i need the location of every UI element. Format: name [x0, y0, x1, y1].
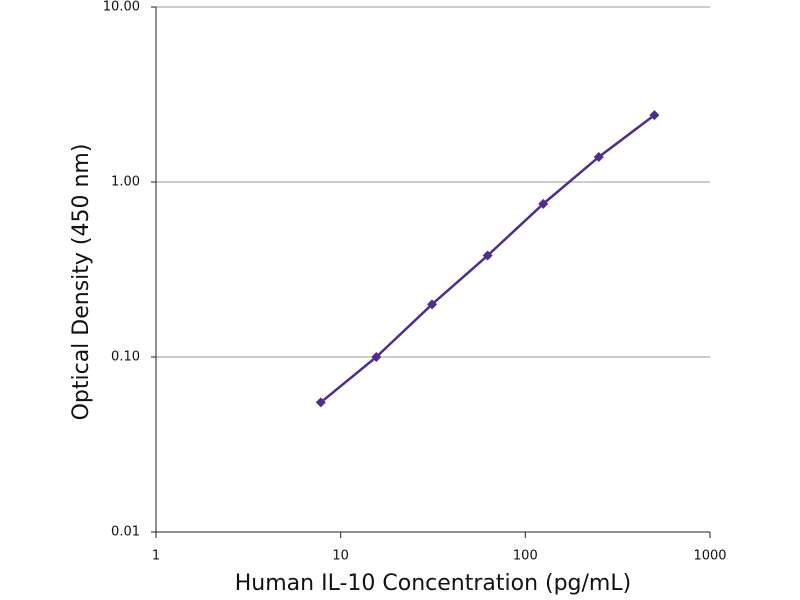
point	[593, 151, 604, 162]
point	[538, 198, 549, 209]
y-tick-label: 0.01	[111, 525, 140, 540]
x-tick-label: 100	[513, 549, 538, 564]
point	[371, 352, 382, 362]
point	[427, 299, 438, 310]
point	[315, 397, 326, 408]
x-tick-label: 10	[332, 549, 349, 564]
y-axis-title: Optical Density (450 nm)	[69, 144, 94, 421]
x-tick-label: 1000	[693, 549, 726, 564]
x-tick-label: 1	[152, 549, 160, 564]
y-tick-label: 0.10	[111, 350, 140, 365]
point	[482, 250, 493, 261]
y-tick-label: 10.00	[103, 0, 140, 15]
y-tick-label: 1.00	[111, 175, 140, 190]
point	[649, 110, 660, 121]
x-axis-title: Human IL-10 Concentration (pg/mL)	[235, 571, 631, 596]
